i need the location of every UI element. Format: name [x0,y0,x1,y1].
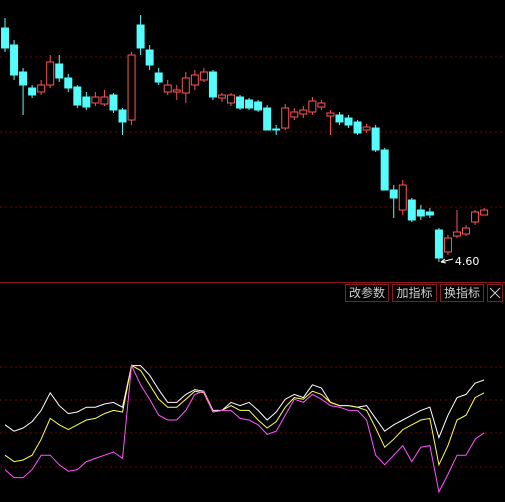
candle-body [380,149,389,191]
candle-body [118,109,127,123]
candle-body [236,96,245,109]
candle-body [136,24,145,49]
candle-body [181,77,190,94]
candle-body [299,109,308,115]
button[interactable] [392,284,437,302]
candle-body [443,237,452,253]
candle-body [208,71,217,98]
candle-body [82,96,91,108]
button-label[interactable]: 加指标 [396,285,432,300]
candle-body [217,94,226,99]
candle-body [254,101,263,111]
candle-body [227,94,235,104]
candle-body [425,211,434,216]
candle-body [263,107,272,131]
close-icon[interactable] [489,287,501,299]
candle-body [434,229,443,259]
candle-body [462,227,471,235]
candle-body [37,84,46,93]
candle-body [46,61,55,86]
indicator-line [4,365,485,440]
indicator-line [4,364,485,467]
candle-body [91,96,100,104]
button[interactable] [440,284,484,302]
annotation: 4.60 [455,255,480,268]
candle-body [172,89,181,93]
toolbar: 改参数 加指标 换指标 [345,284,503,302]
candle-body [127,54,136,121]
candle-body [199,71,208,81]
candle-body [398,184,407,211]
candle-body [389,189,398,199]
candle-body [480,209,489,216]
candle-body [471,211,480,223]
candle-body [145,49,154,66]
candle-body [100,96,109,105]
candle-body [353,121,362,134]
button-label[interactable]: 改参数 [349,285,385,300]
button[interactable] [345,284,389,302]
candle-body [326,112,335,117]
candle-body [28,87,37,96]
candle-body [64,77,73,89]
candle-body [407,199,416,221]
candle-body [308,100,317,113]
candle-body [362,126,371,131]
candle-body [344,117,353,126]
candle-body [335,114,344,123]
annotation-arrow [440,258,454,264]
candle-body [453,231,461,237]
candle-body [416,209,425,217]
candle-body [109,94,118,111]
candle-body [10,44,19,76]
candle-body [73,86,82,106]
candle-body [154,72,163,83]
candle-body [317,102,326,108]
candle-body [290,111,299,118]
candle-body [163,84,172,93]
candle-body [371,127,380,151]
candle-body [1,27,9,49]
button-label[interactable]: 换指标 [444,285,480,300]
candle-body [245,99,254,109]
candle-body [55,63,64,79]
indicator-line [4,363,485,494]
candle-body [281,107,290,129]
candle-body [272,128,281,131]
candle-body [190,74,199,86]
candle-body [19,71,28,86]
